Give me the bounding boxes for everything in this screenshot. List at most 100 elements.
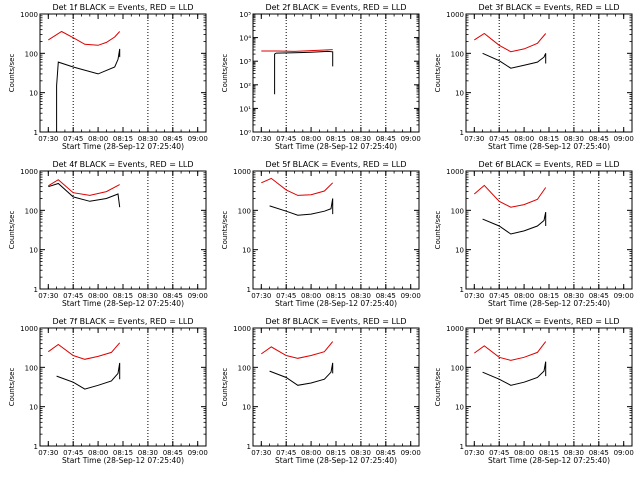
y-tick-label: 1000: [446, 168, 464, 176]
x-tick-label: 08:45: [163, 292, 183, 300]
y-tick-label: 10: [455, 404, 464, 412]
x-tick-label: 07:30: [251, 449, 271, 457]
plot-frame: [465, 327, 633, 447]
y-tick-label: 10: [29, 247, 38, 255]
chart-title: Det 5f BLACK = Events, RED = LLD: [265, 160, 406, 169]
x-tick-label: 07:45: [489, 292, 509, 300]
y-tick-label: 1000: [233, 168, 251, 176]
y-tick-label: 100: [25, 207, 38, 215]
y-axis-label: Counts/sec: [434, 368, 442, 407]
x-axis-label: Start Time (28-Sep-12 07:25:40): [62, 142, 184, 151]
x-tick-label: 08:00: [88, 135, 108, 143]
x-tick-label: 09:00: [614, 449, 634, 457]
x-tick-label: 08:00: [514, 135, 534, 143]
lld-series-line: [261, 49, 333, 52]
chart-title: Det 7f BLACK = Events, RED = LLD: [52, 317, 193, 326]
x-axis-label: Start Time (28-Sep-12 07:25:40): [275, 142, 397, 151]
x-axis-label: Start Time (28-Sep-12 07:25:40): [488, 456, 610, 465]
chart-title: Det 4f BLACK = Events, RED = LLD: [52, 160, 193, 169]
y-tick-label: 100: [451, 207, 464, 215]
x-tick-label: 08:15: [326, 449, 346, 457]
x-tick-label: 08:45: [376, 292, 396, 300]
events-series-line: [269, 198, 334, 216]
x-tick-label: 08:15: [539, 135, 559, 143]
x-axis-label: Start Time (28-Sep-12 07:25:40): [275, 299, 397, 308]
y-tick-label: 10⁴: [239, 35, 251, 43]
x-tick-label: 08:30: [351, 292, 371, 300]
chart-title: Det 9f BLACK = Events, RED = LLD: [478, 317, 619, 326]
plot-frame: [252, 13, 420, 133]
x-tick-label: 09:00: [188, 135, 208, 143]
x-tick-label: 09:00: [401, 449, 421, 457]
x-tick-label: 07:45: [489, 449, 509, 457]
x-tick-label: 08:30: [564, 292, 584, 300]
chart-panel: Det 5f BLACK = Events, RED = LLD 1 10 100 10…: [221, 160, 421, 308]
chart-panel: Det 6f BLACK = Events, RED = LLD 1 10 100 10…: [434, 160, 634, 308]
plot-frame: [252, 170, 420, 290]
x-tick-label: 08:45: [376, 449, 396, 457]
plot-frame: [465, 170, 633, 290]
events-series-line: [482, 212, 547, 235]
chart-title: Det 2f BLACK = Events, RED = LLD: [265, 3, 406, 12]
y-tick-label: 100: [451, 364, 464, 372]
x-tick-label: 08:15: [326, 292, 346, 300]
x-tick-label: 07:45: [276, 449, 296, 457]
x-tick-label: 08:30: [564, 135, 584, 143]
lld-series-line: [474, 341, 547, 361]
y-tick-label: 1: [460, 129, 464, 137]
lld-series-line: [261, 341, 334, 359]
y-tick-label: 10: [29, 90, 38, 98]
y-axis-label: Counts/sec: [434, 211, 442, 250]
plot-frame: [39, 327, 207, 447]
y-tick-label: 1: [34, 286, 38, 294]
chart-title: Det 8f BLACK = Events, RED = LLD: [265, 317, 406, 326]
x-tick-label: 08:00: [88, 449, 108, 457]
x-tick-label: 08:15: [113, 135, 133, 143]
y-tick-label: 100: [25, 364, 38, 372]
x-tick-label: 07:45: [276, 135, 296, 143]
x-tick-label: 08:30: [138, 292, 158, 300]
y-tick-label: 10¹: [239, 105, 251, 113]
x-tick-label: 09:00: [188, 449, 208, 457]
y-tick-label: 10²: [239, 82, 251, 90]
chart-panel: Det 1f BLACK = Events, RED = LLD 1 10 100 10…: [8, 3, 208, 151]
y-tick-label: 10³: [239, 58, 251, 66]
x-tick-label: 08:15: [539, 449, 559, 457]
x-tick-label: 09:00: [401, 135, 421, 143]
events-series-line: [48, 182, 121, 208]
y-tick-label: 10⁵: [239, 11, 251, 19]
y-axis-label: Counts/sec: [221, 368, 229, 407]
lld-series-line: [473, 184, 547, 208]
plot-frame: [252, 327, 420, 447]
y-tick-label: 10: [242, 404, 251, 412]
x-axis-label: Start Time (28-Sep-12 07:25:40): [62, 299, 184, 308]
y-axis-label: Counts/sec: [221, 211, 229, 250]
y-tick-label: 100: [25, 50, 38, 58]
y-axis-label: Counts/sec: [221, 54, 229, 93]
x-tick-label: 07:30: [464, 135, 484, 143]
x-axis-label: Start Time (28-Sep-12 07:25:40): [488, 299, 610, 308]
y-tick-label: 10⁰: [239, 129, 251, 137]
y-tick-label: 1000: [20, 168, 38, 176]
y-axis-label: Counts/sec: [8, 54, 16, 93]
x-tick-label: 07:45: [63, 135, 83, 143]
x-axis-label: Start Time (28-Sep-12 07:25:40): [488, 142, 610, 151]
y-tick-label: 1: [247, 443, 251, 451]
x-tick-label: 07:30: [464, 449, 484, 457]
x-tick-label: 09:00: [188, 292, 208, 300]
x-tick-label: 07:30: [38, 292, 58, 300]
y-tick-label: 10: [29, 404, 38, 412]
y-tick-label: 1000: [446, 325, 464, 333]
x-axis-label: Start Time (28-Sep-12 07:25:40): [62, 456, 184, 465]
y-tick-label: 10: [242, 247, 251, 255]
y-tick-label: 1000: [446, 11, 464, 19]
x-tick-label: 08:00: [514, 449, 534, 457]
events-series-line: [56, 362, 121, 390]
y-axis-label: Counts/sec: [8, 211, 16, 250]
lld-series-line: [48, 342, 121, 360]
y-axis-label: Counts/sec: [8, 368, 16, 407]
chart-panel: Det 8f BLACK = Events, RED = LLD 1 10 100 10…: [221, 317, 421, 465]
events-series-line: [482, 361, 547, 386]
x-tick-label: 08:15: [539, 292, 559, 300]
